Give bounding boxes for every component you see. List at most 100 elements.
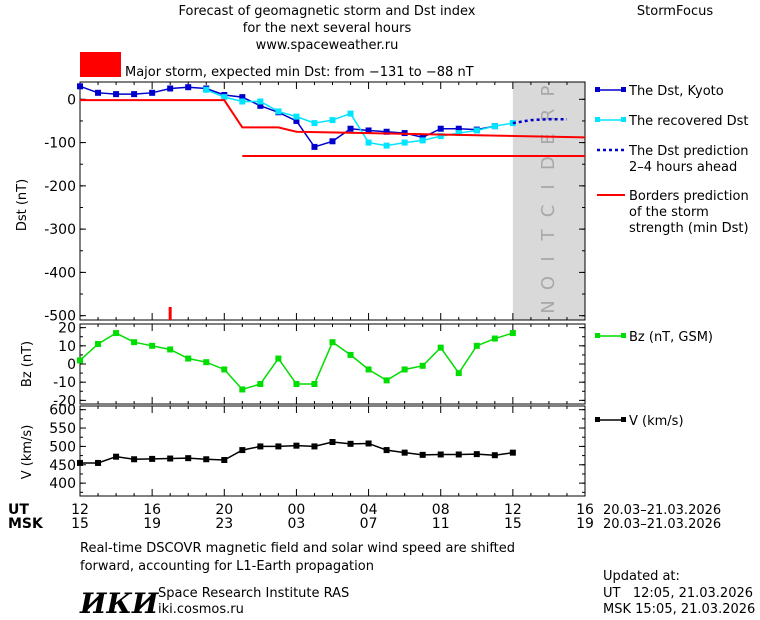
data-point [239, 98, 246, 105]
data-point [419, 134, 426, 141]
ut-tick-label: 12 [504, 502, 522, 518]
prediction-band-letter: C [538, 205, 559, 218]
prediction-band-letter: R [538, 109, 559, 122]
site-url: www.spaceweather.ru [256, 38, 399, 53]
data-point [113, 91, 120, 98]
data-point [275, 355, 282, 362]
chart-title-line1: Forecast of geomagnetic storm and Dst in… [178, 4, 475, 19]
data-point [239, 94, 246, 101]
data-point [347, 440, 354, 447]
ut-date-range: 20.03–21.03.2026 [603, 503, 721, 518]
prediction-band-letter: N [538, 300, 559, 313]
data-point [437, 133, 444, 140]
data-point [329, 138, 336, 145]
data-point [131, 339, 138, 346]
prediction-band-letter: O [538, 276, 559, 290]
data-point [383, 128, 390, 135]
legend-marker [595, 117, 600, 122]
data-point [473, 127, 480, 134]
institute-site: iki.cosmos.ru [158, 602, 244, 617]
data-point [329, 339, 336, 346]
data-point [311, 443, 318, 450]
data-point [131, 91, 138, 98]
data-point [437, 125, 444, 132]
y-tick-label: 10 [58, 339, 76, 355]
y-tick-label: -300 [44, 222, 76, 238]
y-tick-label: -400 [44, 265, 76, 281]
data-point [167, 85, 174, 92]
data-point [401, 449, 408, 456]
msk-tick-label: 19 [143, 516, 161, 532]
data-point [185, 84, 192, 91]
prediction-band-letter: I [538, 256, 559, 261]
msk-tick-label: 23 [215, 516, 233, 532]
storm-border-line [80, 99, 586, 139]
storm-level-swatch [80, 52, 121, 77]
data-point [491, 123, 498, 130]
data-point [293, 381, 300, 387]
y-tick-label: 0 [67, 92, 76, 108]
data-point [293, 442, 300, 449]
data-point [185, 355, 192, 362]
data-point [455, 451, 462, 458]
data-point [365, 139, 372, 146]
data-point [221, 366, 228, 373]
ut-tick-label: 08 [432, 502, 450, 518]
legend-marker [621, 417, 626, 422]
data-point [347, 110, 354, 117]
msk-tick-label: 15 [504, 516, 522, 532]
msk-tick-label: 07 [360, 516, 378, 532]
data-point [347, 351, 354, 358]
panel-frame [79, 323, 586, 405]
y-tick-label: 600 [49, 403, 76, 419]
legend-marker [621, 333, 626, 338]
updated-label: Updated at: [603, 569, 680, 584]
data-point [131, 456, 138, 463]
data-point [203, 456, 210, 463]
prediction-band-letter: T [538, 229, 559, 242]
data-point [491, 452, 498, 459]
y-tick-label: 450 [49, 458, 76, 474]
legend-label: The Dst prediction [628, 144, 749, 159]
data-point [203, 359, 210, 366]
data-point [473, 342, 480, 349]
institute-name: Space Research Institute RAS [158, 586, 349, 601]
msk-axis-label: MSK [8, 516, 44, 532]
data-point [401, 366, 408, 373]
data-point [257, 381, 264, 387]
data-point [437, 451, 444, 458]
legend-label: V (km/s) [629, 414, 684, 429]
data-point [419, 137, 426, 144]
dst-axis-label: Dst (nT) [15, 179, 30, 231]
data-point [365, 440, 372, 447]
data-point [311, 143, 318, 150]
y-tick-label: 500 [49, 439, 76, 455]
v-axis-label: V (km/s) [20, 425, 35, 480]
bz-panel: 20 10 0 -10 -20 [53, 321, 586, 409]
prediction-band-letter: E [538, 133, 559, 144]
msk-tick-label: 11 [432, 516, 450, 532]
v-panel: 600 550 500 450 400 [49, 403, 586, 497]
data-point [275, 443, 282, 450]
data-point [185, 455, 192, 462]
legend-label: The recovered Dst [628, 114, 748, 129]
msk-tick-label: 03 [288, 516, 306, 532]
data-point [311, 381, 318, 387]
data-point [365, 127, 372, 134]
data-point [95, 89, 102, 96]
data-point [257, 98, 264, 105]
dst-panel: P RE D I CT I ON 0 -100 -200 -300 -400 -500 [44, 81, 586, 325]
data-point [455, 130, 462, 137]
msk-tick-label: 15 [71, 516, 89, 532]
data-point [293, 113, 300, 120]
data-point [221, 457, 228, 463]
data-point [239, 386, 246, 393]
data-point [167, 346, 174, 353]
data-point [329, 439, 336, 445]
legend-label: strength (min Dst) [629, 221, 749, 236]
brand-name: StormFocus [637, 4, 713, 19]
ut-tick-label: 16 [143, 502, 161, 518]
legend-label: Borders prediction [629, 189, 749, 204]
data-point [473, 451, 480, 458]
